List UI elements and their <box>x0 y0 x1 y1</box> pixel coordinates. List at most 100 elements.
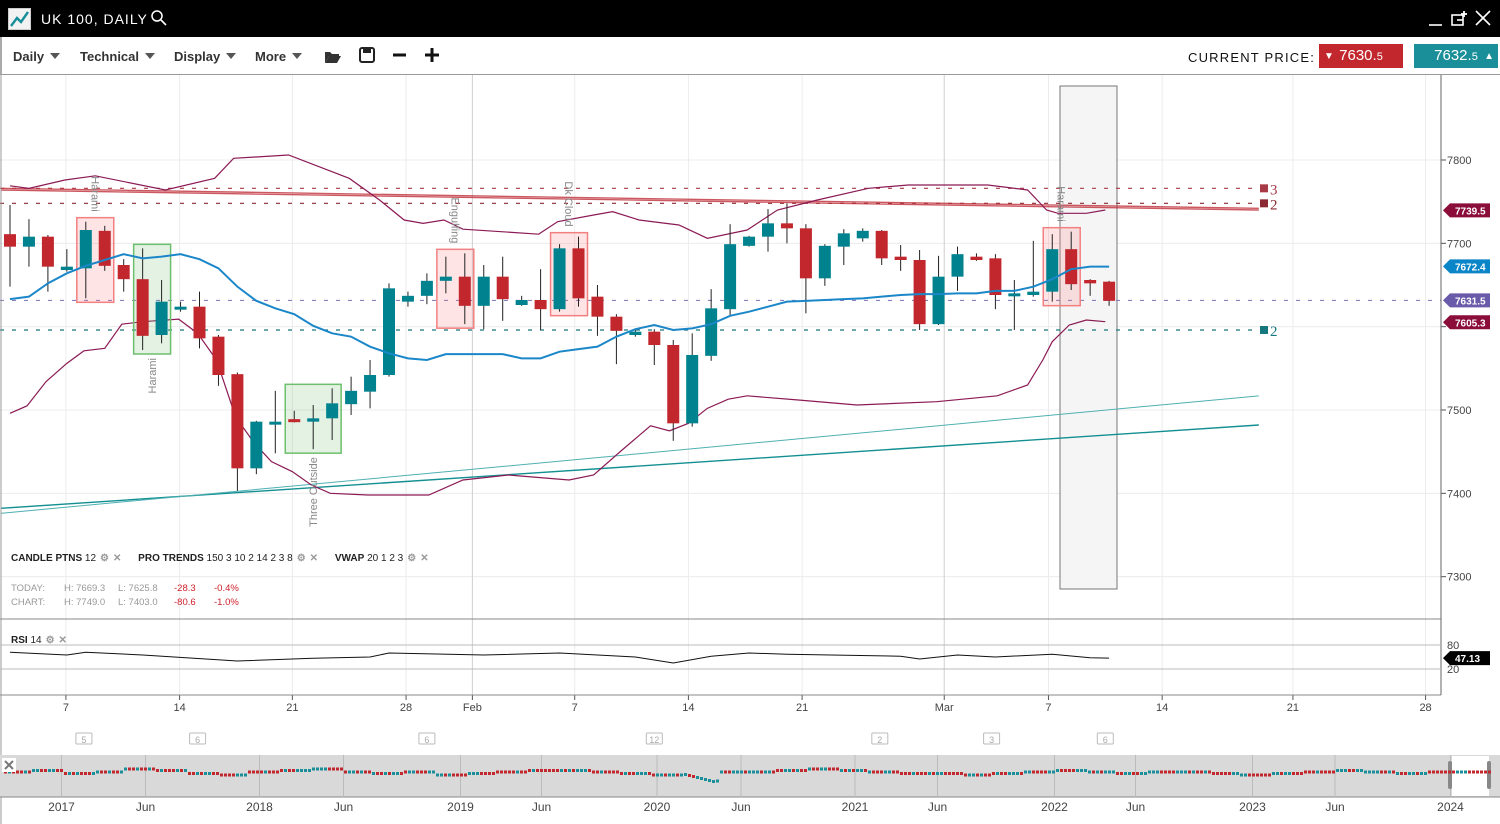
indicator-candle-patterns[interactable]: CANDLE PTNS 12 ⚙ ✕ <box>11 553 121 564</box>
navigator-candle <box>300 769 303 772</box>
rsi-value-tag <box>1443 651 1490 666</box>
navigator-candle <box>1392 770 1395 774</box>
calendar-event-icon[interactable]: 6 <box>189 732 207 745</box>
indicator-vwap[interactable]: VWAP 20 1 2 3 ⚙ ✕ <box>335 553 429 564</box>
navigator-candle <box>560 769 563 772</box>
navigator-candle <box>992 772 995 775</box>
navigator-candle <box>412 770 415 774</box>
search-icon[interactable] <box>150 9 168 31</box>
navigator-candle <box>1448 770 1451 774</box>
upper-band-line <box>9 154 1106 239</box>
navigator-candle <box>452 773 455 777</box>
close-icon[interactable]: ✕ <box>309 553 319 564</box>
gear-icon[interactable]: ⚙ <box>100 553 109 564</box>
navigator-candle <box>492 772 495 775</box>
menu-more[interactable]: More <box>255 49 303 64</box>
gear-icon[interactable]: ⚙ <box>407 553 417 564</box>
arrow-down-icon: ▼ <box>1324 51 1334 62</box>
rsi-legend[interactable]: RSI 14 ⚙ ✕ <box>11 635 67 646</box>
navigator-candle <box>1268 773 1271 777</box>
calendar-event-icon[interactable]: 12 <box>645 732 663 745</box>
folder-open-icon[interactable] <box>324 49 342 68</box>
minimize-icon[interactable] <box>1428 9 1444 31</box>
navigator-candle <box>76 772 79 775</box>
navigator-candle <box>1280 772 1283 775</box>
calendar-icon <box>418 732 436 745</box>
indicator-params: 14 <box>30 635 42 646</box>
navigator-candle <box>292 769 295 772</box>
indicator-pro-trends[interactable]: PRO TRENDS 150 3 10 2 14 2 3 8 ⚙ ✕ <box>138 553 318 564</box>
navigator-candle <box>496 770 499 774</box>
candle <box>686 333 699 427</box>
candle <box>913 250 926 330</box>
caret-down-icon <box>292 53 303 59</box>
buy-price-button[interactable]: 7632.5 ▲ <box>1414 44 1498 68</box>
navigator-candle <box>1488 770 1491 774</box>
close-icon[interactable]: ✕ <box>58 635 67 646</box>
navigator-candle <box>812 767 815 771</box>
navigator-candle <box>1192 770 1195 774</box>
candle-body <box>231 374 244 469</box>
navigator-candle <box>192 772 195 775</box>
sell-price-button[interactable]: ▼ 7630.5 <box>1319 44 1403 68</box>
navigator-candle <box>296 769 299 772</box>
menu-daily[interactable]: Daily <box>13 49 61 64</box>
calendar-event-icon[interactable]: 5 <box>75 732 93 745</box>
calendar-event-icon[interactable]: 6 <box>418 732 436 745</box>
candle-body <box>496 276 509 300</box>
save-icon[interactable] <box>359 47 375 67</box>
close-icon[interactable]: ✕ <box>420 553 429 564</box>
event-count: 2 <box>877 735 882 745</box>
x-tick-label: 14 <box>682 702 694 714</box>
trend-line-resistance <box>0 189 1259 211</box>
navigator-candle <box>896 770 899 774</box>
navigator-date-label: 2018 <box>246 800 273 814</box>
candle-body <box>420 280 433 296</box>
navigator-candle <box>92 772 95 775</box>
navigator-candle <box>404 770 407 774</box>
zoom-in-icon[interactable] <box>424 47 440 67</box>
close-icon[interactable] <box>1474 9 1492 31</box>
popout-icon[interactable] <box>1451 9 1469 31</box>
calendar-event-icon[interactable]: 2 <box>871 732 889 745</box>
close-icon[interactable]: ✕ <box>113 553 122 564</box>
candle <box>989 254 1002 310</box>
navigator-candle <box>308 769 311 772</box>
candle-body <box>667 345 680 424</box>
candle-body <box>60 266 73 270</box>
navigator-candle <box>208 772 211 775</box>
navigator-candle <box>1344 769 1347 772</box>
calendar-event-icon[interactable]: 3 <box>983 732 1001 745</box>
navigator-candle <box>312 767 315 771</box>
navigator-candle <box>1388 770 1391 774</box>
navigator-candle <box>764 770 767 774</box>
menu-technical[interactable]: Technical <box>80 49 156 64</box>
navigator-handle-right[interactable] <box>1487 761 1491 789</box>
navigator-handle-left[interactable] <box>1448 761 1452 789</box>
gear-icon[interactable]: ⚙ <box>45 635 55 646</box>
stats-label: CHART: <box>11 597 46 608</box>
navigator-candle <box>1168 770 1171 774</box>
navigator-candle <box>152 767 155 771</box>
rsi-level-label: 80 <box>1447 640 1459 652</box>
candle <box>780 203 793 244</box>
candle <box>98 225 111 271</box>
navigator-close-button[interactable] <box>2 758 16 772</box>
navigator-candle <box>360 770 363 774</box>
navigator-candle <box>1240 773 1243 777</box>
menu-display[interactable]: Display <box>174 49 237 64</box>
gear-icon[interactable]: ⚙ <box>296 553 306 564</box>
calendar-event-icon[interactable]: 6 <box>1096 732 1114 745</box>
navigator-candle <box>120 770 123 774</box>
navigator-candle <box>1156 770 1159 774</box>
navigator-candle <box>332 767 335 771</box>
zoom-out-icon[interactable] <box>392 47 408 67</box>
navigator-candle <box>624 772 627 775</box>
x-tick-label: 28 <box>400 702 412 714</box>
navigator-candle <box>884 770 887 774</box>
navigator-candle <box>1036 770 1039 774</box>
navigator-candle <box>176 769 179 772</box>
calendar-icon <box>645 732 663 745</box>
navigator-candle <box>1096 770 1099 774</box>
